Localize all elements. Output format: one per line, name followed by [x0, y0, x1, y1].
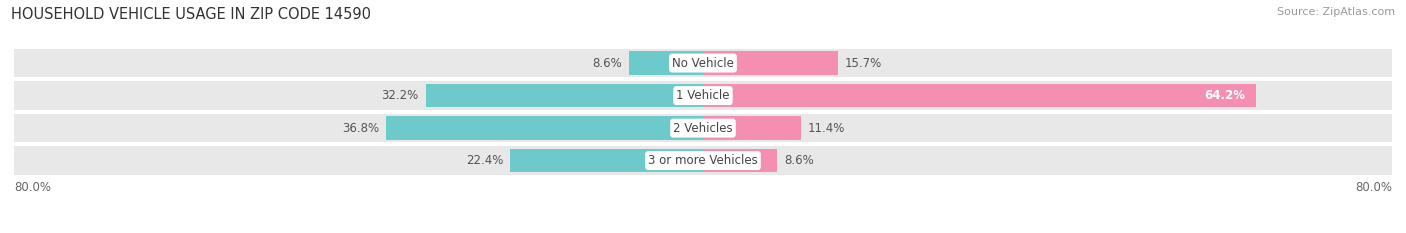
- Bar: [703, 149, 778, 172]
- Text: 32.2%: 32.2%: [381, 89, 419, 102]
- Text: 80.0%: 80.0%: [14, 181, 51, 194]
- Text: Source: ZipAtlas.com: Source: ZipAtlas.com: [1277, 7, 1395, 17]
- Text: 15.7%: 15.7%: [845, 57, 883, 70]
- Bar: [14, 49, 1392, 77]
- Text: 64.2%: 64.2%: [1205, 89, 1246, 102]
- Text: 1 Vehicle: 1 Vehicle: [676, 89, 730, 102]
- Text: 36.8%: 36.8%: [342, 122, 380, 135]
- Text: No Vehicle: No Vehicle: [672, 57, 734, 70]
- Bar: [387, 116, 703, 140]
- Bar: [628, 51, 703, 75]
- Bar: [14, 81, 1392, 110]
- Text: 8.6%: 8.6%: [592, 57, 621, 70]
- Bar: [703, 116, 801, 140]
- Text: 80.0%: 80.0%: [1355, 181, 1392, 194]
- Text: 11.4%: 11.4%: [808, 122, 845, 135]
- Bar: [703, 84, 1256, 107]
- Text: 8.6%: 8.6%: [785, 154, 814, 167]
- Text: HOUSEHOLD VEHICLE USAGE IN ZIP CODE 14590: HOUSEHOLD VEHICLE USAGE IN ZIP CODE 1459…: [11, 7, 371, 22]
- Bar: [14, 114, 1392, 142]
- Text: 2 Vehicles: 2 Vehicles: [673, 122, 733, 135]
- Text: 3 or more Vehicles: 3 or more Vehicles: [648, 154, 758, 167]
- Bar: [510, 149, 703, 172]
- Bar: [14, 146, 1392, 175]
- Bar: [703, 51, 838, 75]
- Text: 22.4%: 22.4%: [465, 154, 503, 167]
- Bar: [426, 84, 703, 107]
